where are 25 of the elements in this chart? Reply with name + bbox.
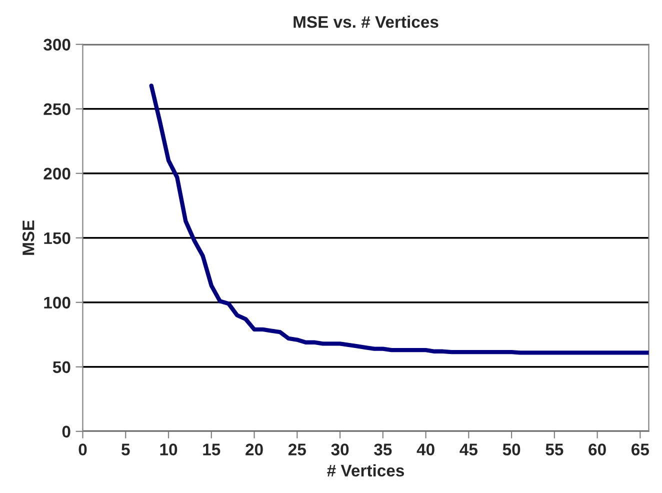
y-axis-title: MSE — [22, 220, 34, 255]
x-tick-label: 65 — [632, 444, 649, 456]
y-tick-label: 150 — [44, 232, 70, 244]
x-tick-label: 15 — [203, 444, 220, 456]
x-tick-label: 30 — [331, 444, 349, 456]
x-tick-label: 55 — [546, 444, 564, 456]
x-tick-label: 35 — [374, 444, 392, 456]
y-tick-label: 0 — [62, 426, 70, 438]
x-tick-label: 0 — [78, 444, 87, 456]
x-tick-label: 10 — [160, 444, 178, 456]
x-tick-label: 5 — [122, 444, 130, 456]
x-tick-label: 45 — [460, 444, 478, 456]
x-tick-label: 20 — [246, 444, 263, 456]
chart-title: MSE vs. # Vertices — [294, 16, 438, 28]
y-tick-label: 250 — [44, 103, 70, 116]
line-series — [149, 84, 649, 355]
x-axis-title: # Vertices — [327, 464, 404, 477]
x-tick-label: 25 — [288, 444, 306, 456]
x-tick-label: 40 — [416, 444, 434, 456]
y-tick-label: 300 — [44, 38, 70, 51]
y-tick-label: 200 — [44, 168, 70, 180]
y-tick-label: 50 — [52, 361, 70, 374]
x-tick-label: 50 — [502, 444, 520, 456]
x-tick-label: 60 — [588, 444, 606, 456]
y-tick-label: 100 — [44, 296, 70, 309]
